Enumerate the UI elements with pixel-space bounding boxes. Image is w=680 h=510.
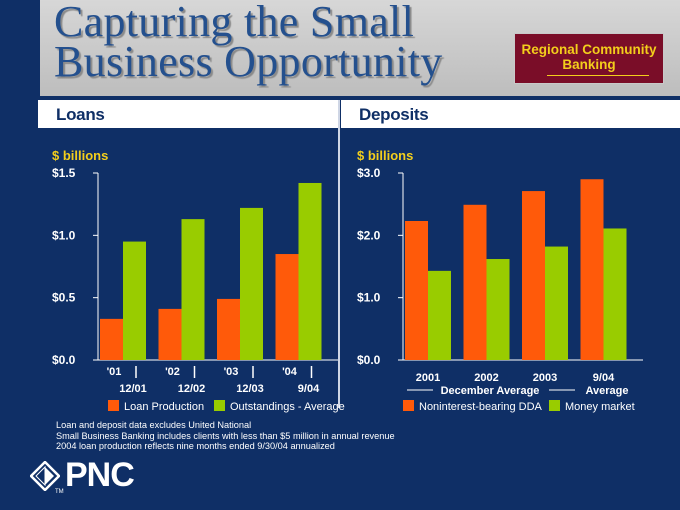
pnc-logo: PNC TM bbox=[30, 456, 170, 500]
deposits-y-tick-label: $0.0 bbox=[357, 353, 381, 367]
segment-badge: Regional Community Banking bbox=[514, 33, 664, 84]
pnc-mark-icon bbox=[30, 461, 60, 491]
title-line-1: Capturing the Small bbox=[54, 0, 415, 46]
deposits-title: Deposits bbox=[359, 105, 429, 124]
loans-legend-swatch bbox=[214, 400, 225, 411]
footnote: Loan and deposit data excludes United Na… bbox=[56, 420, 252, 430]
loans-x-tick-label: '04 bbox=[282, 366, 298, 378]
deposits-y-tick-label: $1.0 bbox=[357, 291, 381, 305]
deposits-legend-label: Noninterest-bearing DDA bbox=[419, 401, 543, 413]
deposits-header: Deposits bbox=[341, 100, 680, 128]
deposits-bar-orange bbox=[463, 204, 487, 360]
loans-x-tick-label: '01 bbox=[107, 366, 122, 378]
footnotes: Loan and deposit data excludes United Na… bbox=[56, 420, 395, 452]
loans-x-sublabel: 9/04 bbox=[298, 383, 320, 395]
deposits-legend-label: Money market bbox=[565, 401, 635, 413]
title-accent bbox=[0, 0, 40, 96]
loans-x-tick-label: '02 bbox=[165, 366, 180, 378]
loans-y-tick-label: $1.5 bbox=[52, 166, 76, 180]
loans-bar-orange bbox=[100, 318, 123, 360]
loans-bar-orange bbox=[275, 254, 299, 360]
title-band: Capturing the Small Business Opportunity… bbox=[0, 0, 680, 96]
loans-legend-swatch bbox=[108, 400, 119, 411]
loans-y-tick-label: $0.5 bbox=[52, 291, 76, 305]
loans-bar-green bbox=[123, 241, 146, 360]
deposits-bar-orange bbox=[580, 179, 604, 360]
deposits-bar-green bbox=[545, 246, 568, 360]
loans-bar-green bbox=[298, 182, 322, 360]
badge-line-1: Regional Community bbox=[521, 42, 657, 57]
deposits-group-label: December Average bbox=[441, 385, 540, 397]
deposits-group-label: Average bbox=[585, 385, 628, 397]
panel-divider bbox=[338, 100, 340, 408]
footnote: Small Business Banking includes clients … bbox=[56, 430, 395, 441]
page-title: Capturing the Small Business Opportunity bbox=[54, 0, 443, 84]
loans-chart-svg: $ billions $0.0 $0.5 $1.0 $1.5 '01 12/01 '02 12/… bbox=[52, 148, 345, 413]
deposits-y-tick-label: $3.0 bbox=[357, 166, 381, 180]
deposits-bar-orange bbox=[405, 220, 428, 360]
loans-ylabel: $ billions bbox=[52, 148, 108, 163]
loans-bar-green bbox=[181, 219, 205, 360]
deposits-x-tick-label: 2001 bbox=[416, 372, 440, 384]
deposits-y-tick-label: $2.0 bbox=[357, 228, 381, 242]
loans-bar-orange bbox=[217, 298, 240, 360]
deposits-x-tick-label: 9/04 bbox=[593, 372, 615, 384]
loans-x-sublabel: 12/01 bbox=[119, 383, 147, 395]
footnote: 2004 loan production reflects nine month… bbox=[56, 441, 335, 451]
loans-x-sublabel: 12/02 bbox=[178, 383, 206, 395]
loans-y-tick-label: $1.0 bbox=[52, 228, 76, 242]
deposits-legend-swatch bbox=[549, 400, 560, 411]
loans-bar-green bbox=[240, 207, 263, 360]
badge-line-2: Banking bbox=[562, 57, 616, 72]
deposits-bar-orange bbox=[522, 191, 545, 360]
deposits-chart: $ billions $0.0 $1.0 $2.0 $3.0 2001 2002 2003 9/… bbox=[343, 140, 663, 415]
deposits-ylabel: $ billions bbox=[357, 148, 413, 163]
loans-x-tick-label: '03 bbox=[224, 366, 239, 378]
deposits-chart-svg: $ billions $0.0 $1.0 $2.0 $3.0 2001 2002 2003 9/… bbox=[357, 148, 643, 413]
loans-y-tick-label: $0.0 bbox=[52, 353, 76, 367]
loans-bar-orange bbox=[158, 308, 182, 360]
loans-legend-label: Loan Production bbox=[124, 401, 204, 413]
loans-chart: $ billions $0.0 $0.5 $1.0 $1.5 '01 12/01 '02 12/… bbox=[38, 140, 358, 415]
deposits-x-tick-label: 2003 bbox=[533, 372, 557, 384]
deposits-x-tick-label: 2002 bbox=[474, 372, 498, 384]
logo-wordmark: PNC bbox=[65, 456, 135, 494]
title-line-2: Business Opportunity bbox=[54, 37, 443, 86]
deposits-bar-green bbox=[428, 270, 451, 360]
loans-legend-label: Outstandings - Average bbox=[230, 401, 345, 413]
deposits-bar-green bbox=[603, 228, 627, 360]
badge-rule bbox=[547, 75, 649, 76]
loans-header: Loans bbox=[38, 100, 338, 128]
loans-title: Loans bbox=[56, 105, 105, 124]
deposits-legend-swatch bbox=[403, 400, 414, 411]
deposits-bar-green bbox=[486, 259, 510, 360]
loans-x-sublabel: 12/03 bbox=[236, 383, 264, 395]
logo-trademark: TM bbox=[55, 489, 64, 495]
